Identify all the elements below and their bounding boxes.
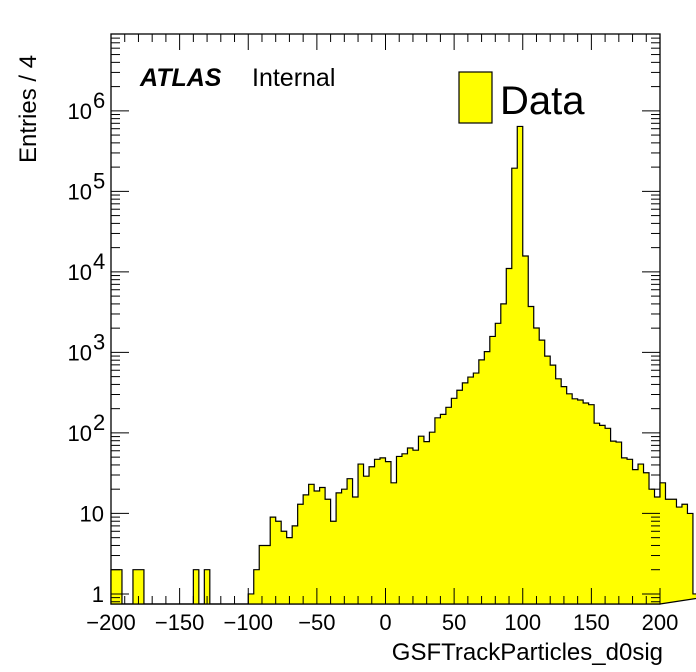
y-tick-label-exponent: 6 (93, 88, 105, 113)
y-tick-label: 10 (68, 260, 92, 285)
x-tick-label: 100 (504, 610, 541, 635)
y-axis-ticks (111, 33, 660, 603)
y-tick-label: 10 (68, 179, 92, 204)
y-tick-label: 10 (68, 99, 92, 124)
x-tick-label: 50 (442, 610, 466, 635)
x-tick-label: −50 (298, 610, 335, 635)
x-tick-label: −100 (223, 610, 273, 635)
x-tick-label: −150 (155, 610, 205, 635)
y-tick-label: 1 (92, 582, 104, 607)
y-axis-title: Entries / 4 (15, 55, 42, 163)
x-tick-label: 0 (379, 610, 391, 635)
y-tick-label-exponent: 3 (93, 329, 105, 354)
x-axis-title: GSFTrackParticles_d0sig (392, 639, 663, 666)
y-tick-label: 10 (68, 421, 92, 446)
y-tick-label: 10 (68, 340, 92, 365)
legend: Data (458, 71, 585, 124)
x-tick-label: 150 (573, 610, 610, 635)
x-tick-label: 200 (642, 610, 679, 635)
atlas-label: ATLAS (139, 64, 222, 92)
histogram-series-data (110, 125, 696, 605)
y-tick-label: 10 (80, 501, 104, 526)
internal-label: Internal (252, 64, 335, 92)
y-tick-label-exponent: 2 (93, 410, 105, 435)
legend-label-data: Data (500, 79, 585, 123)
y-tick-label-exponent: 5 (93, 168, 105, 193)
legend-swatch-data (458, 71, 493, 124)
x-axis-ticks (110, 34, 661, 604)
x-tick-label: −200 (86, 610, 136, 635)
x-axis-tick-labels: −200 −150 −100 −50 0 50 100 150 200 (86, 610, 678, 635)
y-tick-label-exponent: 4 (93, 249, 105, 274)
